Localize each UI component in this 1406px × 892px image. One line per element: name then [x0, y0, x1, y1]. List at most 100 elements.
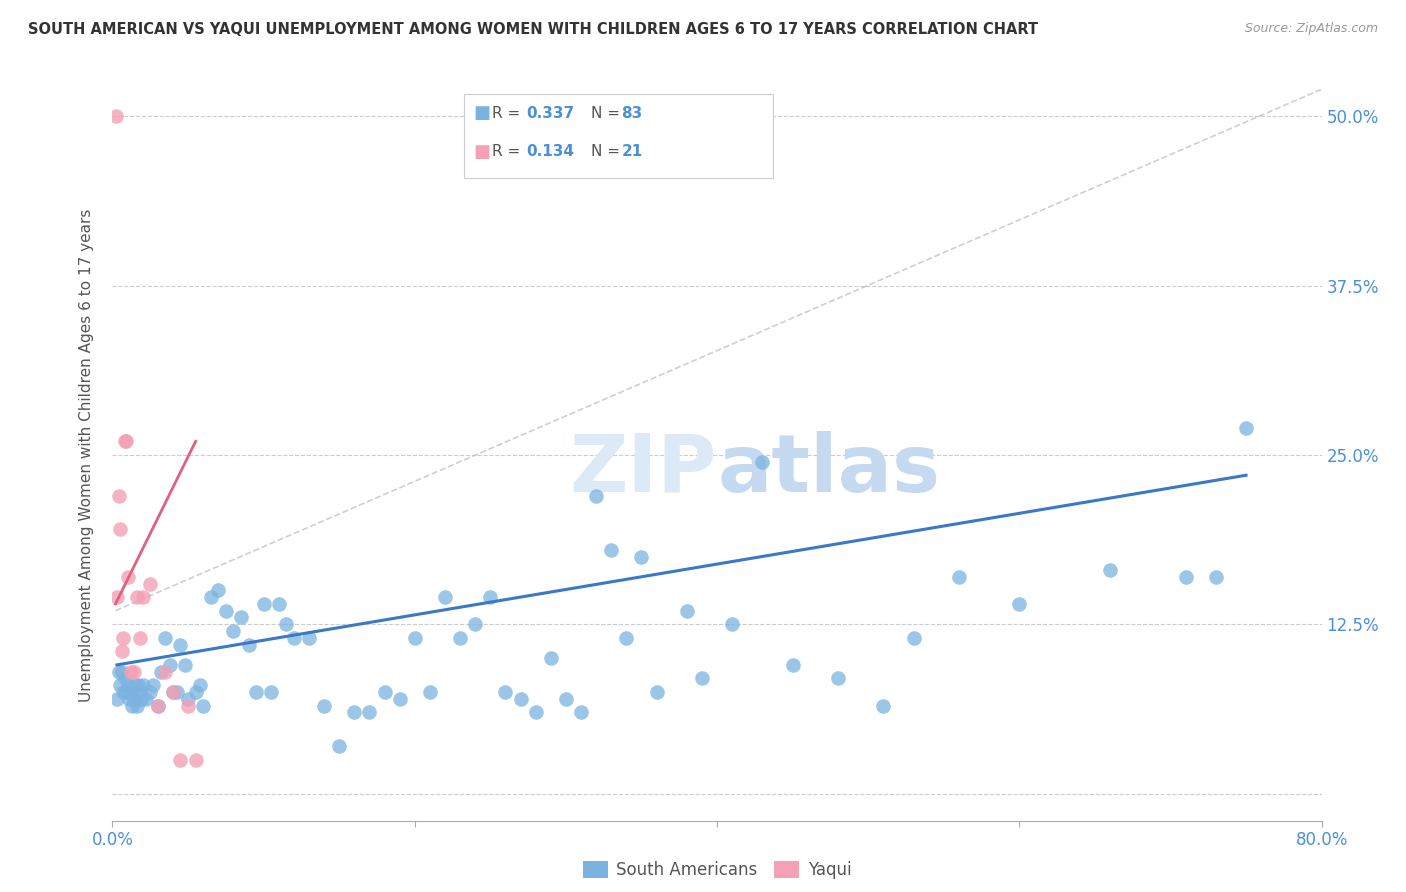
Point [328, 739, 350, 753]
Point [751, 455, 773, 469]
Point [114, 672, 136, 686]
Point [782, 657, 804, 672]
Point [114, 434, 136, 449]
Point [600, 542, 623, 557]
Point [215, 604, 238, 618]
Point [107, 489, 129, 503]
Point [125, 698, 148, 713]
Point [645, 685, 668, 699]
Point [276, 617, 298, 632]
Text: R =: R = [492, 106, 526, 120]
Point [554, 691, 576, 706]
Point [298, 631, 321, 645]
Point [117, 678, 139, 692]
Point [1174, 570, 1197, 584]
Point [169, 638, 191, 652]
Point [509, 691, 531, 706]
Point [359, 706, 381, 720]
Point [540, 651, 562, 665]
Point [343, 706, 366, 720]
Point [449, 631, 471, 645]
Point [108, 523, 131, 537]
Point [107, 665, 129, 679]
Point [690, 672, 713, 686]
Point [169, 753, 191, 767]
Point [616, 631, 638, 645]
Point [188, 678, 211, 692]
Text: N =: N = [591, 145, 624, 159]
Point [229, 610, 252, 624]
Point [238, 638, 260, 652]
Point [903, 631, 925, 645]
Point [166, 685, 188, 699]
Point [1008, 597, 1031, 611]
Point [121, 698, 143, 713]
Point [135, 691, 157, 706]
Point [162, 685, 184, 699]
Point [132, 678, 155, 692]
Point [139, 576, 162, 591]
Point [104, 109, 127, 123]
Point [149, 665, 172, 679]
Point [872, 698, 894, 713]
Point [569, 706, 592, 720]
Point [112, 685, 135, 699]
Point [1234, 421, 1257, 435]
Point [128, 685, 150, 699]
Text: 83: 83 [621, 106, 643, 120]
Point [115, 685, 138, 699]
Point [122, 691, 145, 706]
Point [267, 597, 290, 611]
Text: SOUTH AMERICAN VS YAQUI UNEMPLOYMENT AMONG WOMEN WITH CHILDREN AGES 6 TO 17 YEAR: SOUTH AMERICAN VS YAQUI UNEMPLOYMENT AMO… [28, 22, 1038, 37]
Text: 0.337: 0.337 [526, 106, 574, 120]
Point [207, 583, 229, 598]
Point [105, 590, 128, 604]
Point [948, 570, 970, 584]
Point [404, 631, 426, 645]
Point [125, 590, 148, 604]
Point [675, 604, 697, 618]
Point [162, 685, 184, 699]
Text: ZIP: ZIP [569, 431, 717, 508]
Point [118, 691, 141, 706]
Text: 21: 21 [621, 145, 643, 159]
Point [139, 685, 162, 699]
Point [112, 631, 135, 645]
Point [585, 489, 607, 503]
Text: Source: ZipAtlas.com: Source: ZipAtlas.com [1244, 22, 1378, 36]
Point [191, 698, 214, 713]
Text: ■: ■ [474, 104, 491, 122]
Point [433, 590, 456, 604]
Point [630, 549, 652, 564]
Point [155, 631, 177, 645]
Point [374, 685, 396, 699]
Point [827, 672, 849, 686]
Legend: South Americans, Yaqui: South Americans, Yaqui [576, 854, 858, 886]
Point [146, 698, 169, 713]
Point [155, 665, 177, 679]
Text: ■: ■ [474, 143, 491, 161]
Point [1098, 563, 1121, 577]
Point [128, 631, 150, 645]
Point [124, 678, 146, 692]
Point [184, 685, 207, 699]
Point [200, 590, 222, 604]
Point [184, 753, 207, 767]
Point [108, 678, 131, 692]
Point [146, 698, 169, 713]
Y-axis label: Unemployment Among Women with Children Ages 6 to 17 years: Unemployment Among Women with Children A… [79, 208, 94, 702]
Point [174, 657, 197, 672]
Point [245, 685, 267, 699]
Point [260, 685, 283, 699]
Point [117, 570, 139, 584]
Point [110, 644, 132, 658]
Point [132, 590, 155, 604]
Point [129, 691, 152, 706]
Point [419, 685, 441, 699]
Point [105, 691, 128, 706]
Point [110, 665, 132, 679]
Point [464, 617, 486, 632]
Point [115, 434, 138, 449]
Point [120, 685, 142, 699]
Point [314, 698, 336, 713]
